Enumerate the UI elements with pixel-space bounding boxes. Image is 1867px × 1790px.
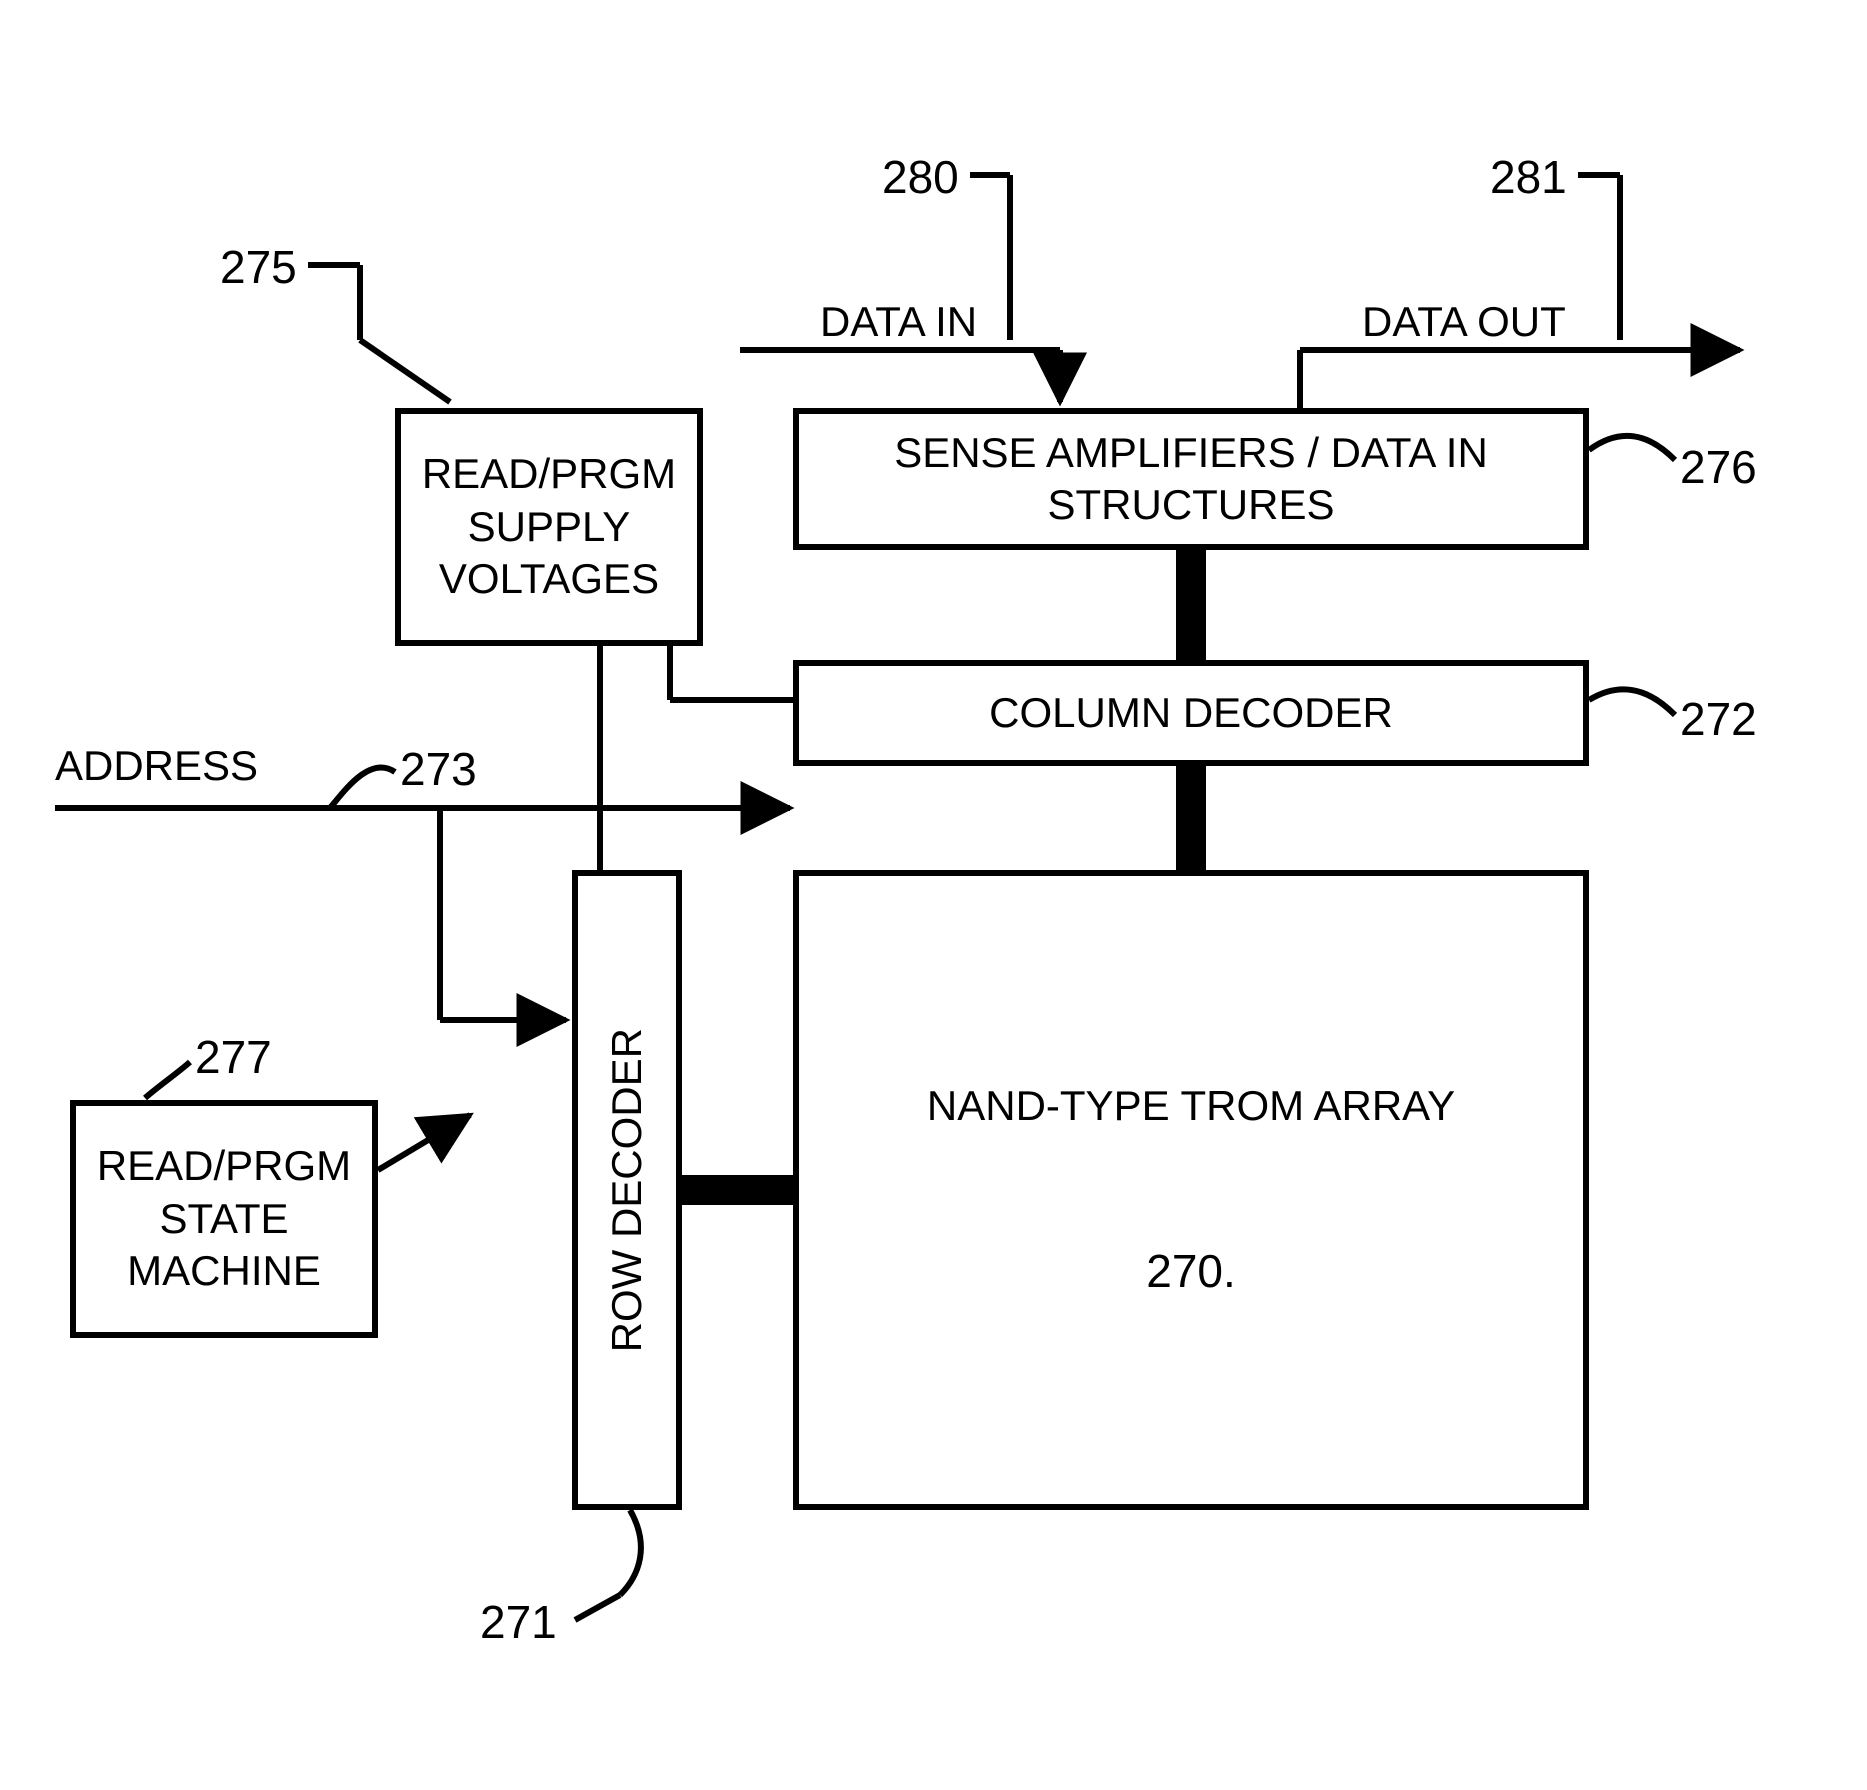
bus-rowdec-array <box>682 1175 793 1205</box>
leader-271 <box>575 1510 641 1620</box>
block-supply-voltages-text: READ/PRGM SUPPLY VOLTAGES <box>401 448 697 606</box>
label-address: ADDRESS <box>55 742 258 790</box>
ref-281: 281 <box>1490 150 1567 204</box>
wire-supply-to-coldec <box>670 646 793 700</box>
block-sense-amplifiers-text: SENSE AMPLIFIERS / DATA IN STRUCTURES <box>799 427 1583 532</box>
leader-272 <box>1589 689 1675 715</box>
bus-coldec-array <box>1176 766 1206 870</box>
block-supply-voltages: READ/PRGM SUPPLY VOLTAGES <box>395 408 703 646</box>
block-column-decoder: COLUMN DECODER <box>793 660 1589 766</box>
arrow-data-in <box>740 350 1060 402</box>
block-array-ref: 270. <box>1146 1243 1236 1301</box>
block-state-machine: READ/PRGM STATE MACHINE <box>70 1100 378 1338</box>
label-data-out: DATA OUT <box>1362 298 1566 346</box>
ref-280: 280 <box>882 150 959 204</box>
ref-272: 272 <box>1680 692 1757 746</box>
ref-273: 273 <box>400 742 477 796</box>
block-array-text: NAND-TYPE TROM ARRAY <box>927 1080 1455 1133</box>
ref-276: 276 <box>1680 440 1757 494</box>
leader-276 <box>1589 436 1675 460</box>
ref-277: 277 <box>195 1030 272 1084</box>
arrow-state-machine <box>378 1115 470 1170</box>
bus-sense-coldec <box>1176 550 1206 660</box>
arrow-data-out <box>1300 350 1740 408</box>
block-state-machine-text: READ/PRGM STATE MACHINE <box>76 1140 372 1298</box>
ref-271: 271 <box>480 1595 557 1649</box>
block-column-decoder-text: COLUMN DECODER <box>989 687 1393 740</box>
block-row-decoder-text: ROW DECODER <box>601 1028 654 1352</box>
label-data-in: DATA IN <box>820 298 977 346</box>
block-row-decoder: ROW DECODER <box>572 870 682 1510</box>
block-sense-amplifiers: SENSE AMPLIFIERS / DATA IN STRUCTURES <box>793 408 1589 550</box>
leader-273 <box>330 767 395 808</box>
block-array: NAND-TYPE TROM ARRAY 270. <box>793 870 1589 1510</box>
leader-275 <box>308 265 450 402</box>
leader-281 <box>1578 175 1620 340</box>
leader-277 <box>145 1062 190 1098</box>
ref-275: 275 <box>220 240 297 294</box>
